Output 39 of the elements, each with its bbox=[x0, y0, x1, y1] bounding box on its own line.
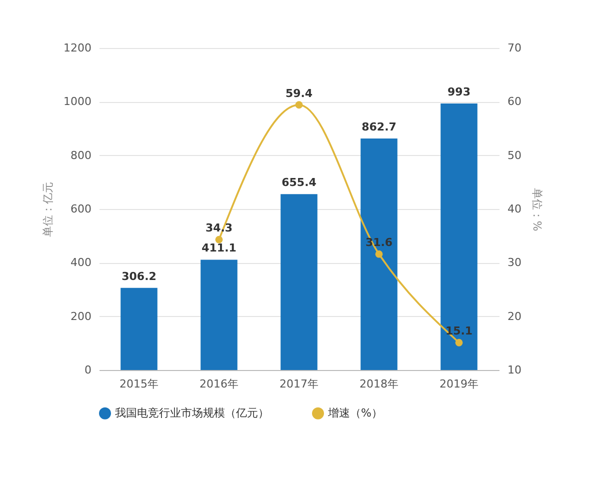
y-tick-label: 0 bbox=[84, 364, 92, 376]
y-tick-label: 1000 bbox=[64, 95, 92, 108]
x-tick-label: 2018年 bbox=[360, 378, 398, 390]
y2-tick-label: 70 bbox=[508, 42, 522, 54]
x-tick-label: 2019年 bbox=[440, 378, 478, 390]
y-tick-label: 400 bbox=[70, 256, 92, 270]
y2-tick-label: 30 bbox=[508, 256, 522, 270]
data-label: 59.4 bbox=[285, 86, 313, 100]
point bbox=[295, 101, 303, 109]
data-label: 15.1 bbox=[445, 324, 473, 338]
y-axis-title: 单位：亿元 bbox=[42, 182, 55, 237]
data-label: 862.7 bbox=[362, 120, 396, 134]
data-label: 993 bbox=[448, 86, 470, 99]
bar bbox=[360, 138, 398, 370]
bar bbox=[280, 194, 318, 370]
y2-tick-label: 20 bbox=[508, 310, 522, 323]
legend-label: 我国电竞行业市场规模（亿元） bbox=[115, 406, 269, 420]
y2-tick-label: 60 bbox=[508, 95, 522, 108]
y2-tick-label: 10 bbox=[508, 364, 522, 376]
data-label: 306.2 bbox=[122, 270, 156, 283]
bar bbox=[120, 288, 158, 370]
x-tick-label: 2016年 bbox=[200, 378, 238, 390]
point bbox=[215, 236, 223, 244]
y-tick-label: 1200 bbox=[64, 42, 92, 54]
point bbox=[375, 250, 383, 258]
y-tick-label: 800 bbox=[70, 148, 92, 162]
y-tick-label: 600 bbox=[70, 202, 92, 216]
legend-label: 增速（%） bbox=[327, 406, 382, 420]
y2-tick-label: 40 bbox=[508, 202, 522, 216]
bar bbox=[200, 260, 238, 370]
x-tick-label: 2017年 bbox=[280, 378, 318, 390]
y2-axis-title: 单位：% bbox=[530, 188, 544, 232]
data-label: 655.4 bbox=[282, 176, 317, 190]
y-tick-label: 200 bbox=[70, 310, 92, 323]
point bbox=[455, 338, 463, 346]
bar bbox=[440, 104, 478, 370]
x-tick-label: 2015年 bbox=[120, 378, 158, 390]
data-label: 411.1 bbox=[202, 242, 236, 255]
y2-tick-label: 50 bbox=[508, 148, 522, 162]
